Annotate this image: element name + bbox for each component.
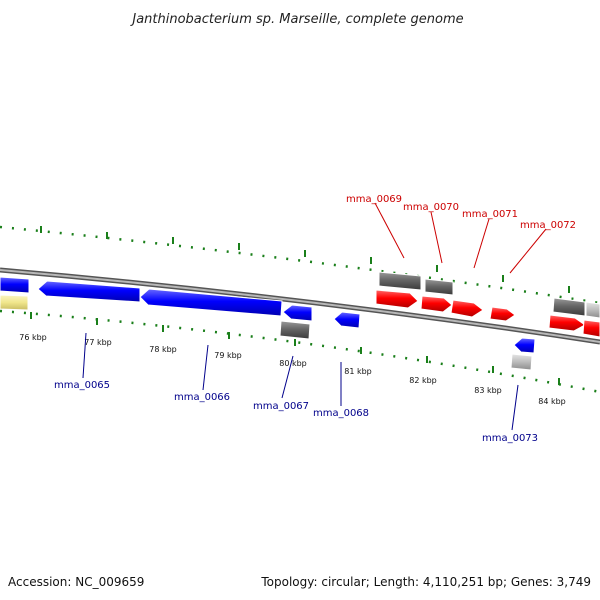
gene-red-offscreen-1[interactable]: [548, 314, 586, 332]
gene-label-mma-0069[interactable]: mma_0069: [346, 194, 402, 205]
scale-label: 82 kbp: [409, 376, 437, 385]
gene-mma-0072-arrow[interactable]: [489, 306, 516, 322]
top-gene-leaders: [374, 202, 547, 274]
feature-grey-bottom-1[interactable]: [279, 320, 311, 340]
feature-lightgrey-bottom[interactable]: [510, 353, 533, 371]
gene-mma-0069-arrow[interactable]: [375, 289, 419, 309]
accession-text: Accession: NC_009659: [8, 575, 144, 589]
gene-label-mma-0072[interactable]: mma_0072: [520, 220, 576, 231]
forward-features: [375, 271, 600, 338]
top-gene-labels: mma_0069 mma_0070 mma_0071 mma_0072: [346, 194, 576, 231]
gene-label-mma-0070[interactable]: mma_0070: [403, 202, 459, 213]
scale-label: 84 kbp: [538, 397, 566, 406]
gene-mma-0070-arrow[interactable]: [420, 295, 453, 313]
feature-yellow-left[interactable]: [0, 294, 29, 311]
reverse-features: [0, 276, 536, 371]
gene-red-offscreen-2[interactable]: [582, 319, 600, 338]
outer-major-ticks: [40, 226, 570, 293]
inner-tick-track: [0, 309, 600, 394]
feature-grey-top-2[interactable]: [424, 278, 454, 296]
scale-label: 81 kbp: [344, 367, 372, 376]
scale-label: 79 kbp: [214, 351, 242, 360]
gene-label-mma-0065[interactable]: mma_0065: [54, 380, 110, 391]
genome-summary-text: Topology: circular; Length: 4,110,251 bp…: [260, 575, 591, 589]
gene-label-mma-0073[interactable]: mma_0073: [482, 433, 538, 444]
gene-label-mma-0066[interactable]: mma_0066: [174, 392, 230, 403]
outer-tick-dots: [0, 225, 600, 305]
gene-label-mma-0067[interactable]: mma_0067: [253, 401, 309, 412]
scale-label: 80 kbp: [279, 359, 307, 368]
inner-major-ticks: [30, 312, 560, 385]
gene-mma-0073-arrow[interactable]: [513, 337, 536, 354]
gene-mma-0067-arrow[interactable]: [282, 304, 313, 322]
feature-grey-top-1[interactable]: [378, 271, 422, 291]
gene-mma-0071-arrow[interactable]: [450, 299, 484, 318]
gene-mma-0066-arrow[interactable]: [139, 288, 283, 317]
gene-label-mma-0071[interactable]: mma_0071: [462, 209, 518, 220]
scale-labels: 76 kbp 77 kbp 78 kbp 79 kbp 80 kbp 81 kb…: [19, 333, 566, 406]
bottom-gene-labels: mma_0065 mma_0066 mma_0067 mma_0068 mma_…: [54, 380, 538, 444]
bottom-gene-leaders: [82, 332, 519, 431]
scale-label: 78 kbp: [149, 345, 177, 354]
feature-grey-top-3[interactable]: [552, 297, 586, 317]
gene-mma-0068-arrow[interactable]: [333, 311, 361, 329]
scale-label: 83 kbp: [474, 386, 502, 395]
gene-mma-0065-arrow[interactable]: [37, 280, 141, 303]
backbone-highlight: [0, 269, 600, 343]
inner-tick-dots: [0, 309, 600, 394]
outer-tick-track: [0, 225, 600, 305]
feature-lightgrey-top[interactable]: [585, 301, 600, 319]
scale-label: 77 kbp: [84, 338, 112, 347]
map-title: Janthinobacterium sp. Marseille, complet…: [129, 12, 463, 27]
scale-label: 76 kbp: [19, 333, 47, 342]
genome-backbone: [0, 267, 600, 345]
gene-blue-left-edge[interactable]: [0, 276, 30, 294]
gene-label-mma-0068[interactable]: mma_0068: [313, 408, 369, 419]
